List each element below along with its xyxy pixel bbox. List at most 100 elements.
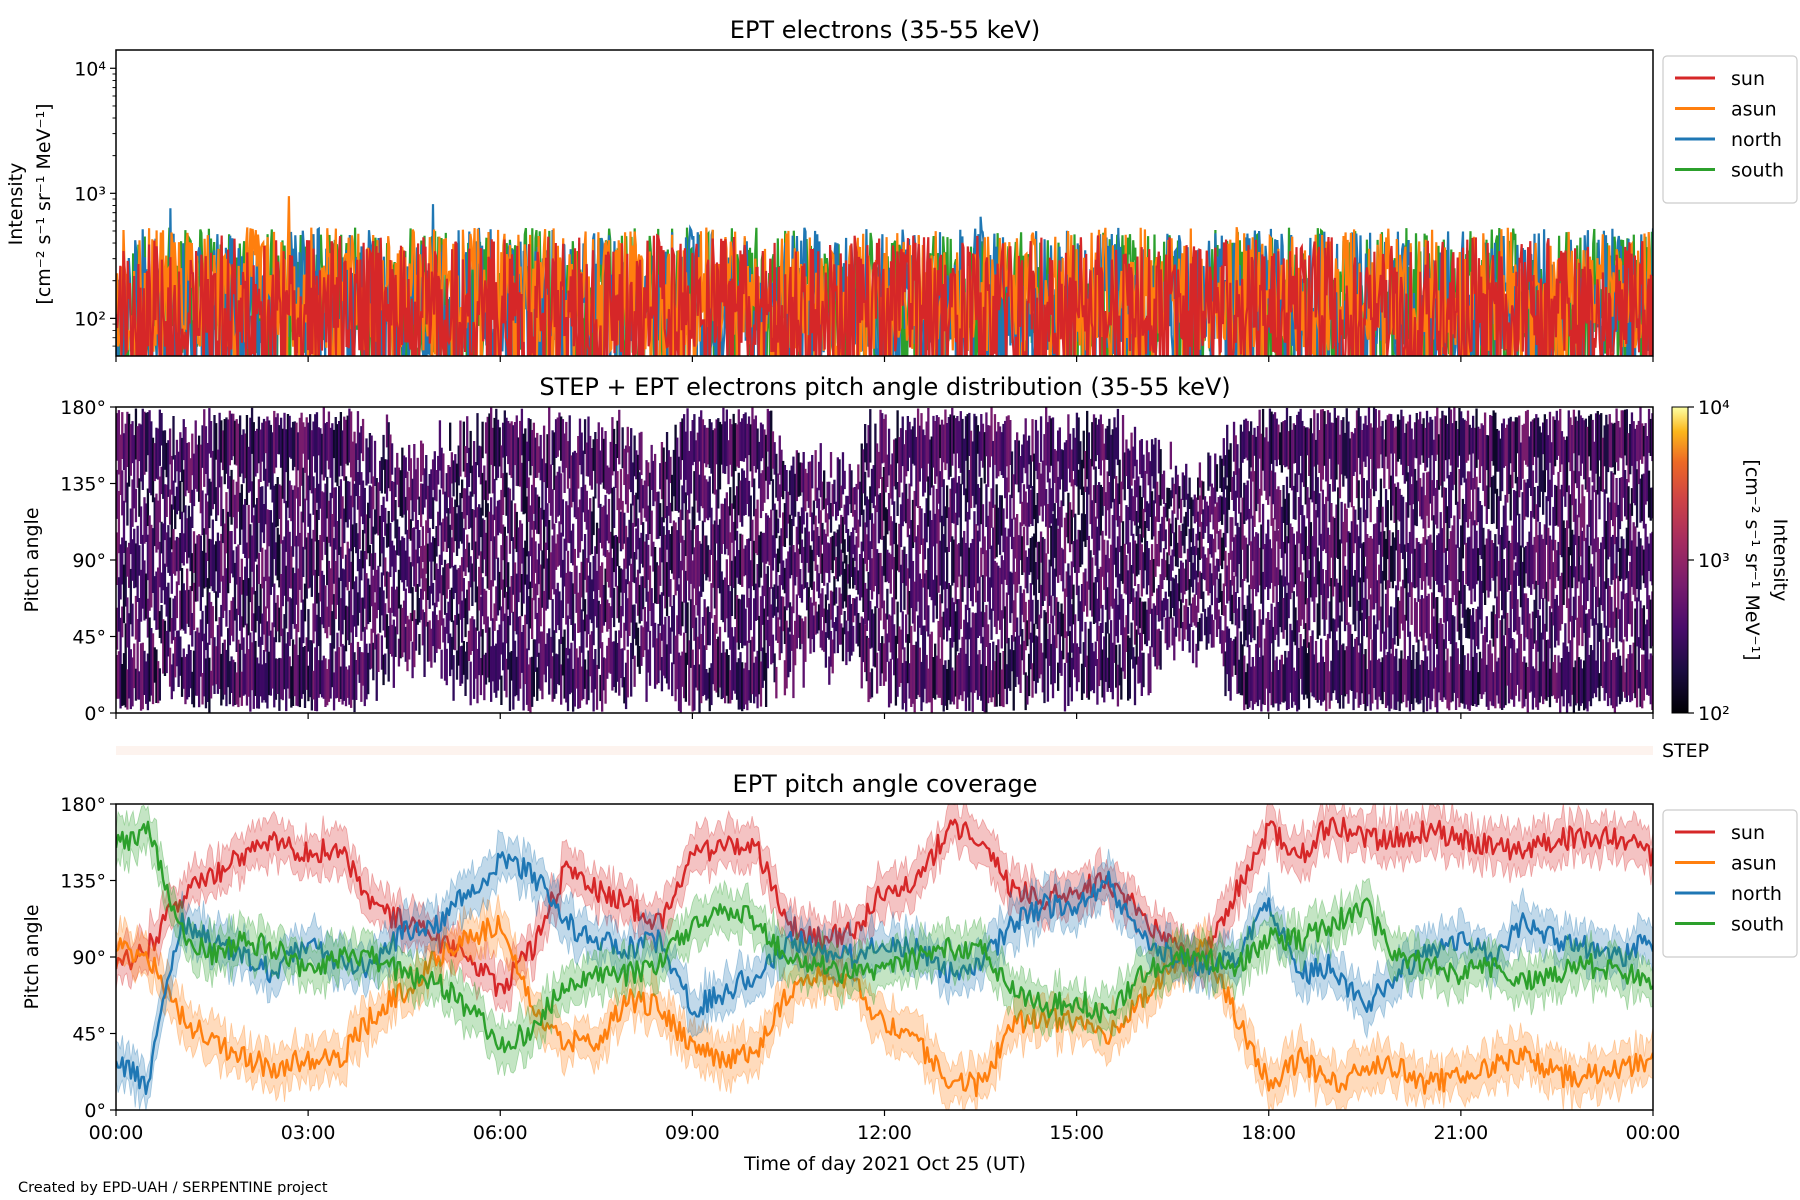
heatmap-cell: [896, 482, 899, 516]
heatmap-cell: [1471, 478, 1475, 526]
heatmap-cell: [1009, 571, 1012, 623]
heatmap-cell: [875, 443, 879, 513]
heatmap-cell: [775, 453, 778, 498]
heatmap-cell: [1306, 598, 1309, 648]
heatmap-cell: [1277, 602, 1280, 647]
heatmap-cell: [730, 627, 734, 700]
heatmap-cell: [295, 624, 298, 706]
heatmap-cell: [165, 630, 168, 674]
heatmap-cell: [196, 627, 199, 696]
heatmap-cell: [636, 518, 640, 550]
heatmap-cell: [1022, 640, 1026, 675]
heatmap-cell: [483, 465, 486, 500]
heatmap-cell: [660, 517, 664, 563]
heatmap-cell: [575, 565, 578, 613]
heatmap-cell: [604, 568, 607, 623]
heatmap-cell: [1427, 471, 1430, 528]
heatmap-cell: [324, 483, 327, 555]
heatmap-cell: [327, 560, 331, 627]
heatmap-cell: [1027, 599, 1031, 640]
heatmap-cell: [500, 675, 503, 705]
heatmap-cell: [435, 526, 438, 557]
x-tick-label: 21:00: [1433, 1122, 1488, 1144]
heatmap-cell: [782, 512, 785, 547]
heatmap-cell: [1091, 557, 1094, 617]
heatmap-cell: [484, 480, 488, 518]
heatmap-cell: [800, 507, 804, 534]
heatmap-cell: [618, 498, 621, 544]
heatmap-cell: [1458, 469, 1461, 520]
heatmap-cell: [601, 642, 604, 712]
heatmap-cell: [399, 470, 402, 517]
heatmap-cell: [969, 627, 973, 693]
heatmap-cell: [1198, 571, 1202, 599]
heatmap-cell: [845, 555, 848, 608]
heatmap-cell: [828, 481, 831, 520]
heatmap-cell: [609, 531, 612, 598]
heatmap-cell: [1243, 482, 1246, 524]
heatmap-cell: [1446, 506, 1449, 551]
heatmap-cell: [1063, 442, 1067, 492]
heatmap-cell: [1145, 609, 1149, 647]
heatmap-cell: [1212, 487, 1215, 530]
heatmap-cell: [1253, 427, 1256, 456]
heatmap-cell: [1229, 580, 1232, 622]
heatmap-cell: [134, 595, 138, 640]
heatmap-cell: [361, 480, 365, 525]
heatmap-cell: [1157, 530, 1161, 567]
heatmap-cell: [1524, 482, 1528, 517]
heatmap-cell: [561, 419, 565, 473]
heatmap-cell: [1065, 631, 1068, 663]
heatmap-cell: [1383, 631, 1386, 692]
heatmap-cell: [609, 441, 612, 494]
heatmap-cell: [428, 527, 431, 562]
heatmap-cell: [1338, 539, 1342, 603]
heatmap-cell: [457, 568, 460, 605]
heatmap-cell: [927, 476, 930, 527]
heatmap-cell: [590, 511, 594, 555]
heatmap-cell: [870, 609, 874, 648]
heatmap-cell: [913, 417, 916, 466]
heatmap-cell: [539, 434, 542, 481]
heatmap-cell: [1639, 538, 1642, 590]
heatmap-cell: [466, 416, 469, 454]
heatmap-cell: [1296, 531, 1299, 597]
heatmap-cell: [642, 522, 645, 568]
heatmap-cell: [1021, 536, 1024, 575]
heatmap-cell: [944, 660, 947, 706]
heatmap-cell: [326, 476, 329, 519]
heatmap-cell: [126, 482, 129, 526]
heatmap-cell: [776, 518, 780, 534]
heatmap-cell: [1318, 662, 1321, 700]
heatmap-cell: [1202, 481, 1205, 500]
heatmap-cell: [1639, 478, 1642, 523]
heatmap-cell: [776, 617, 780, 643]
heatmap-cell: [438, 420, 442, 471]
heatmap-cell: [710, 663, 713, 706]
heatmap-cell: [918, 647, 921, 698]
heatmap-cell: [1087, 432, 1091, 495]
heatmap-cell: [172, 529, 175, 574]
heatmap-cell: [390, 586, 394, 613]
heatmap-cell: [168, 647, 172, 687]
heatmap-cell: [1557, 655, 1560, 699]
heatmap-cell: [302, 599, 305, 644]
heatmap-cell: [1157, 585, 1161, 622]
heatmap-cell: [1427, 422, 1430, 458]
heatmap-cell: [151, 633, 155, 705]
heatmap-cell: [206, 443, 209, 496]
heatmap-cell: [753, 598, 756, 652]
heatmap-cell: [988, 577, 991, 620]
heatmap-cell: [1331, 618, 1335, 694]
heatmap-cell: [467, 542, 471, 573]
heatmap-cell: [1413, 468, 1417, 526]
heatmap-cell: [1048, 559, 1051, 606]
heatmap-cell: [1400, 650, 1403, 704]
heatmap-cell: [739, 421, 742, 461]
heatmap-cell: [1231, 550, 1234, 586]
heatmap-cell: [252, 613, 255, 709]
heatmap-cell: [1232, 471, 1236, 511]
heatmap-cell: [1635, 669, 1639, 708]
heatmap-cell: [744, 608, 747, 646]
panel1-title: EPT electrons (35-55 keV): [730, 16, 1040, 44]
